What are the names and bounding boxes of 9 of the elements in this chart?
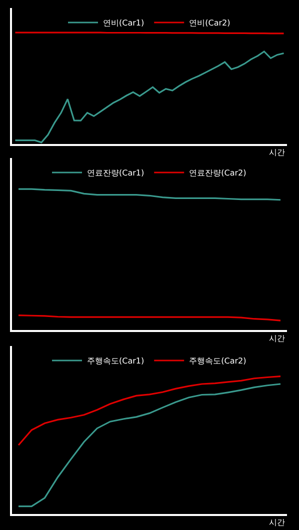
legend-label: 주행속도(Car1) [87,356,144,366]
x-axis-title: 시간 [269,148,285,157]
legend-label: 연비(Car2) [189,18,230,28]
legend-label: 연비(Car1) [103,18,144,28]
legend-label: 주행속도(Car2) [189,356,246,366]
x-axis-title: 시간 [269,334,285,343]
legend-label: 연료잔량(Car1) [87,168,144,178]
legend-label: 연료잔량(Car2) [189,168,246,178]
x-axis-title: 시간 [269,518,285,527]
